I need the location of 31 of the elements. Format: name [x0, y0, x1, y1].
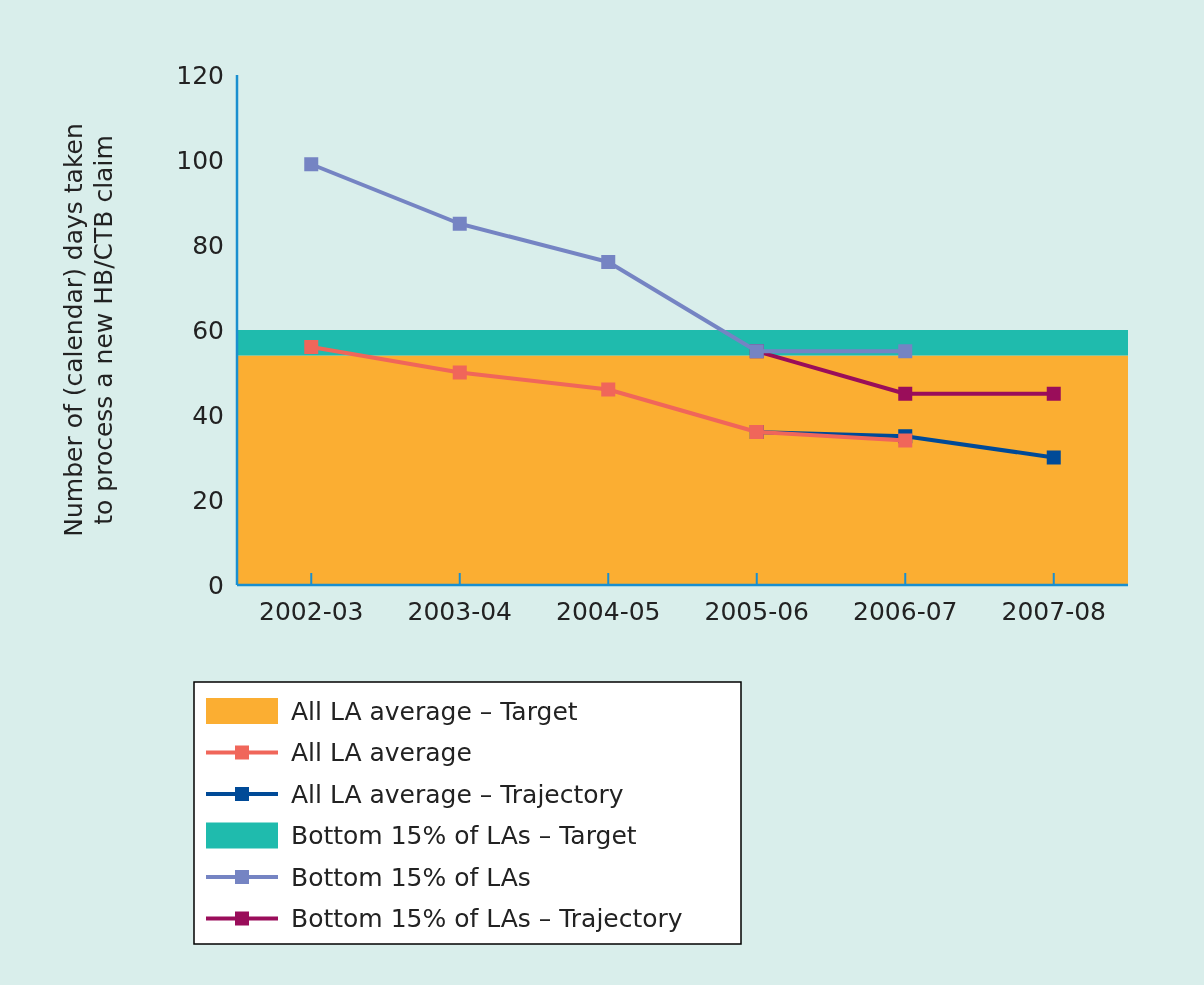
point	[601, 382, 616, 397]
y-axis-title: Number of (calendar) days taken to process a new HB/CTB claim	[59, 123, 118, 537]
x-tick-label: 2002-03	[259, 596, 364, 626]
y-tick-label: 40	[192, 400, 224, 430]
legend-label: Bottom 15% of LAs – Trajectory	[291, 904, 683, 934]
y-tick-label: 100	[176, 145, 224, 175]
point	[898, 386, 913, 401]
point	[452, 216, 467, 231]
x-tick-label: 2006-07	[853, 596, 958, 626]
point	[304, 340, 319, 354]
point	[898, 344, 913, 359]
legend-label: Bottom 15% of LAs	[291, 862, 531, 892]
y-tick-label: 0	[208, 570, 224, 600]
legend-label: All LA average – Trajectory	[291, 779, 624, 809]
legend-label: All LA average	[291, 738, 472, 768]
x-tick-label: 2005-06	[704, 596, 809, 626]
point	[304, 157, 319, 172]
point	[1046, 386, 1061, 401]
legend-label: All LA average – Target	[291, 696, 578, 726]
legend-label: Bottom 15% of LAs – Target	[291, 821, 637, 851]
point	[898, 433, 913, 448]
y-tick-label: 60	[192, 315, 224, 345]
point	[1046, 450, 1061, 465]
x-tick-label: 2003-04	[407, 596, 512, 626]
y-tick-label: 120	[176, 60, 224, 90]
point	[452, 365, 467, 380]
y-tick-label: 80	[192, 230, 224, 260]
point	[601, 255, 616, 269]
y-tick-label: 20	[192, 485, 224, 515]
x-tick-label: 2004-05	[556, 596, 661, 626]
x-tick-label: 2007-08	[1001, 596, 1106, 626]
